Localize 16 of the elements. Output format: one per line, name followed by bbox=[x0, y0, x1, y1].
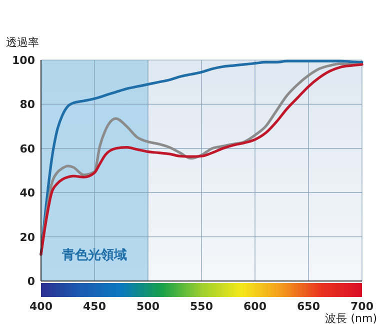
band-label: 青色光領域 bbox=[61, 248, 127, 263]
x-tick-label: 650 bbox=[297, 300, 320, 313]
y-tick-label: 80 bbox=[20, 98, 36, 112]
y-tick-label: 40 bbox=[20, 186, 36, 200]
y-tick-label: 0 bbox=[27, 275, 36, 288]
y-tick-label: 60 bbox=[20, 142, 36, 156]
x-tick-label: 550 bbox=[190, 300, 214, 313]
y-axis-title: 透過率 bbox=[6, 36, 39, 49]
x-tick-label: 500 bbox=[136, 300, 160, 313]
x-tick-label: 450 bbox=[83, 300, 106, 313]
y-tick-label: 20 bbox=[20, 230, 36, 244]
y-tick-label: 100 bbox=[12, 54, 36, 67]
x-tick-label: 400 bbox=[30, 300, 53, 313]
x-tick-label: 700 bbox=[350, 300, 374, 313]
x-tick-label: 600 bbox=[244, 300, 267, 313]
x-axis-title: 波長 (nm) bbox=[325, 312, 377, 325]
